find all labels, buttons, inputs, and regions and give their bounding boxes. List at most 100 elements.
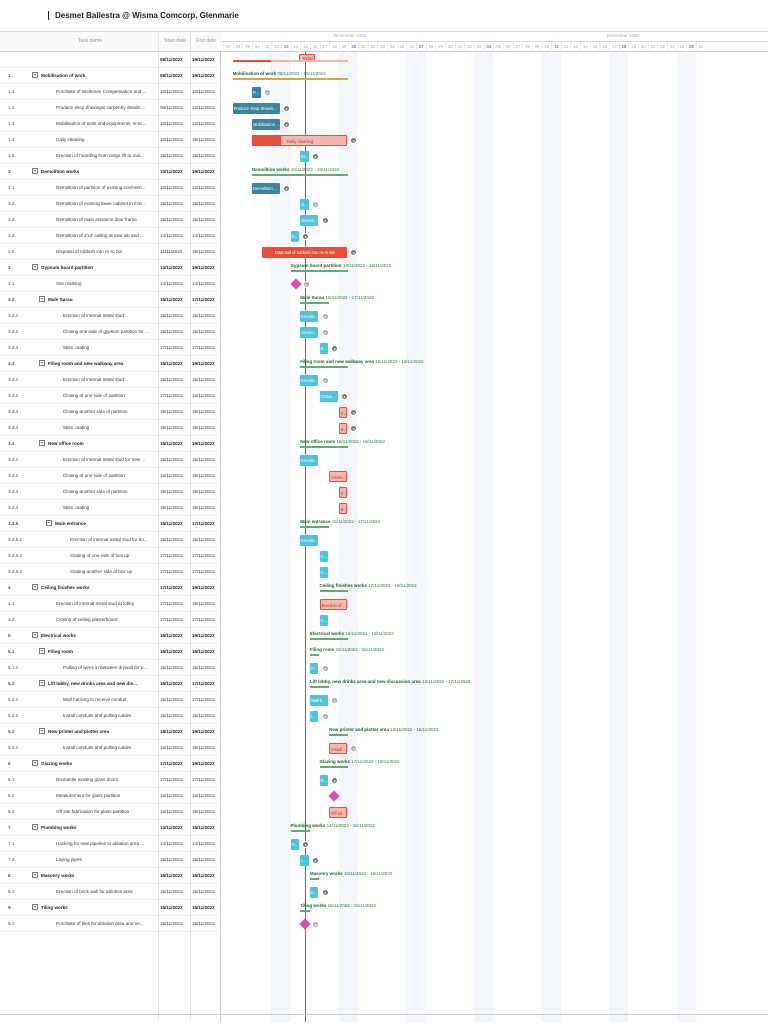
task-bar[interactable]: Er... [300, 151, 309, 162]
task-bar[interactable]: Demoli... [300, 215, 319, 226]
task-row[interactable]: 3.3.4 Skim coating 19/11/2022 19/11/2022 [0, 420, 221, 436]
summary-bar[interactable] [319, 766, 349, 768]
project-bar[interactable] [232, 60, 349, 62]
task-row[interactable]: 5.1.1 Pulling of wires in between drywall… [0, 660, 221, 676]
task-row[interactable]: 2 − Demolition works 10/11/2022 19/11/2022 [0, 164, 221, 180]
task-row[interactable]: 3.4 − New office room 15/11/2022 19/11/2022 [0, 436, 221, 452]
task-bar[interactable]: P... [251, 87, 261, 98]
collapse-toggle-icon[interactable]: − [32, 631, 38, 638]
task-bar[interactable]: S... [338, 423, 348, 434]
assignee-avatar-icon[interactable]: ● [321, 665, 329, 672]
task-bar[interactable]: I... [309, 711, 319, 722]
task-bar[interactable]: Closin... [329, 471, 348, 482]
assignee-avatar-icon[interactable]: ● [350, 409, 358, 416]
assignee-avatar-icon[interactable]: ● [312, 921, 320, 928]
task-row[interactable]: 5.3 − New printer and plotter area 18/11/20… [0, 724, 221, 740]
task-row[interactable]: 3.2.1 Erection of internal metal stud 15/1… [0, 308, 221, 324]
task-bar[interactable]: Erectio... [300, 455, 319, 466]
task-bar[interactable]: Produce shop drawin... [232, 103, 280, 114]
task-row[interactable]: 5.3.1 Install conduits and pulling cables… [0, 740, 221, 756]
task-row[interactable]: 6.1 Dismantle existing glass doors 17/11/2… [0, 772, 221, 788]
task-row[interactable]: 4.1 Erection of internal metal stud at lo… [0, 596, 221, 612]
task-row[interactable]: 7 − Plumbing works 14/11/2022 15/11/2022 [0, 820, 221, 836]
task-row[interactable]: 1 − Mobilisation of work 08/11/2022 19/11/20… [0, 68, 221, 84]
task-bar[interactable]: Install ... [329, 743, 348, 754]
summary-bar[interactable] [251, 174, 349, 176]
collapse-toggle-icon[interactable]: − [46, 519, 52, 526]
assignee-avatar-icon[interactable]: ● [282, 121, 290, 128]
task-row[interactable]: 3.3.1 Erection of internal metal stud 15/1… [0, 372, 221, 388]
summary-bar[interactable] [309, 638, 349, 640]
assignee-avatar-icon[interactable]: ● [340, 393, 348, 400]
task-row[interactable]: 6.2 Measurement for glass partition 18/11/… [0, 788, 221, 804]
milestone-diamond[interactable] [289, 278, 302, 290]
task-bar[interactable]: Closin... [319, 391, 338, 402]
summary-bar[interactable] [309, 878, 320, 880]
assignee-avatar-icon[interactable]: ● [311, 857, 319, 864]
column-header-start-date[interactable]: Start date [164, 38, 186, 44]
summary-bar[interactable] [232, 78, 349, 80]
task-bar[interactable]: H... [290, 839, 300, 850]
summary-bar[interactable] [300, 526, 330, 528]
collapse-toggle-icon[interactable]: − [39, 439, 45, 446]
task-row[interactable]: 6.3 Off site fabrication for glass partit… [0, 804, 221, 820]
task-bar[interactable]: C... [319, 551, 329, 562]
task-row[interactable]: 1.3 Mobilisation of tools and equipments,… [0, 116, 221, 132]
task-row[interactable]: 5 − Electrical works 16/11/2022 19/11/2022 [0, 628, 221, 644]
task-row[interactable]: 3.4.2 Closing of one side of partition 18/… [0, 468, 221, 484]
assignee-avatar-icon[interactable]: ● [321, 313, 329, 320]
summary-bar[interactable] [300, 446, 349, 448]
task-bar[interactable]: Off sit... [329, 807, 348, 818]
summary-bar[interactable] [300, 910, 310, 912]
task-row[interactable]: 3.4.5 − Main entrance 15/11/2022 17/11/2022 [0, 516, 221, 532]
collapse-toggle-icon[interactable]: − [32, 71, 38, 78]
summary-bar[interactable] [309, 654, 320, 656]
task-row[interactable]: 5.1 − Filing room 16/11/2022 16/11/2022 [0, 644, 221, 660]
summary-bar[interactable] [290, 270, 349, 272]
assignee-avatar-icon[interactable]: ● [331, 345, 339, 352]
task-row[interactable]: 4 − Ceiling finishes works 17/11/2022 19/11/… [0, 580, 221, 596]
assignee-avatar-icon[interactable]: ● [311, 201, 319, 208]
task-row[interactable]: 8.1 Erection of brick wall for ablution a… [0, 884, 221, 900]
task-row[interactable]: 3.4.5.2 Closing of one side of box up 17/1… [0, 548, 221, 564]
collapse-toggle-icon[interactable]: − [32, 263, 38, 270]
task-row[interactable]: 5.2.2 Install conduits and pulling cables… [0, 708, 221, 724]
task-row[interactable]: 3.4.3 Closing another side of partition 19… [0, 484, 221, 500]
assignee-avatar-icon[interactable]: ● [321, 889, 329, 896]
collapse-toggle-icon[interactable]: − [32, 871, 38, 878]
task-bar[interactable]: Demolition ... [251, 183, 280, 194]
summary-bar[interactable] [300, 366, 349, 368]
task-row[interactable]: 3.4.5.3 Closing another side of box up 17/… [0, 564, 221, 580]
task-row[interactable]: 9.1 Purchase of tiles for ablution area a… [0, 916, 221, 932]
project-row[interactable]: 08/11/2022 19/11/2022 [0, 52, 221, 68]
assignee-avatar-icon[interactable]: ● [321, 377, 329, 384]
task-bar[interactable]: Erectio... [300, 535, 319, 546]
task-row[interactable]: 7.2 Laying pipes 15/11/2022 15/11/2022 [0, 852, 221, 868]
collapse-toggle-icon[interactable]: − [32, 903, 38, 910]
task-row[interactable]: 3.4.5.1 Erection of internal metal stud f… [0, 532, 221, 548]
task-bar[interactable]: C... [338, 407, 348, 418]
collapse-toggle-icon[interactable]: − [39, 295, 45, 302]
task-row[interactable]: 4.2 Closing of ceiling plasterboard 17/11/… [0, 612, 221, 628]
task-row[interactable]: 5.2 − Lift lobby, new drinks area and new … [0, 676, 221, 692]
task-row[interactable]: 5.2.1 Wall hacking to receive conduit 16/1… [0, 692, 221, 708]
task-bar[interactable]: C... [319, 615, 329, 626]
task-bar[interactable]: Erectio... [300, 375, 319, 386]
assignee-avatar-icon[interactable]: ● [282, 105, 290, 112]
assignee-avatar-icon[interactable]: ● [321, 329, 329, 336]
assignee-avatar-icon[interactable]: ● [350, 137, 358, 144]
task-bar[interactable]: E... [309, 887, 319, 898]
task-row[interactable]: 2.1 Demolition of partition of existing c… [0, 180, 221, 196]
task-bar[interactable]: Daily cleaning [251, 135, 348, 146]
task-bar[interactable]: D... [290, 231, 300, 242]
task-bar[interactable]: P... [309, 663, 319, 674]
summary-bar[interactable] [319, 590, 349, 592]
task-bar[interactable]: S... [319, 343, 329, 354]
assignee-avatar-icon[interactable]: ● [321, 217, 329, 224]
task-bar[interactable]: Closin... [300, 327, 319, 338]
task-row[interactable]: 3.2 − Male Surau 15/11/2022 17/11/2022 [0, 292, 221, 308]
assignee-avatar-icon[interactable]: ● [331, 697, 339, 704]
summary-bar[interactable] [290, 830, 310, 832]
task-bar[interactable]: Disposal of rubbish into ro-ro bin [261, 247, 348, 258]
assignee-avatar-icon[interactable]: ● [331, 777, 339, 784]
